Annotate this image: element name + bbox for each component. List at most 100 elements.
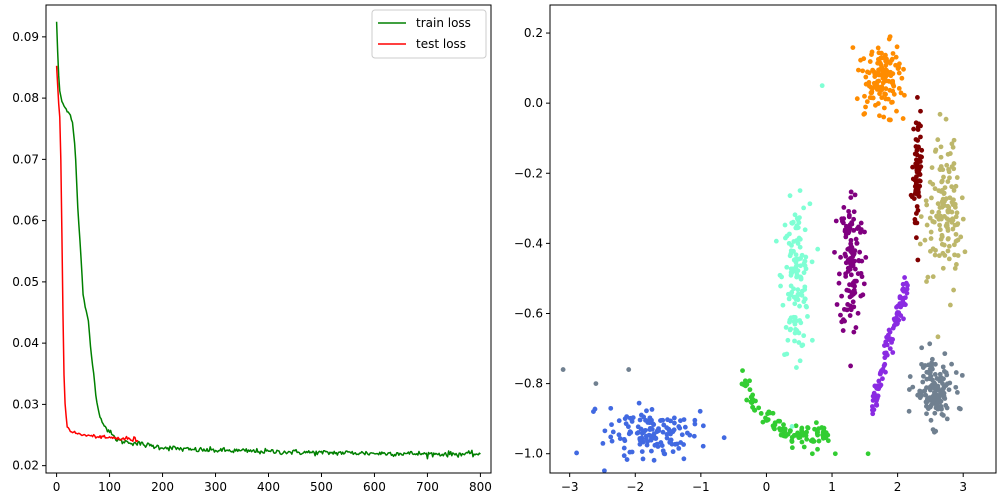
scatter-point-cluster-7 (927, 215, 933, 221)
scatter-point-cluster-2 (791, 319, 797, 325)
scatter-point-cluster-7 (944, 223, 949, 229)
scatter-point-cluster-0 (667, 428, 673, 434)
scatter-point-cluster-8 (925, 406, 931, 412)
scatter-point-cluster-0 (621, 453, 627, 459)
scatter-point-cluster-8 (957, 406, 963, 412)
scatter-point-cluster-3 (848, 272, 854, 278)
scatter-point-cluster-8 (940, 381, 945, 386)
scatter-point-cluster-7 (929, 195, 934, 201)
scatter-point-cluster-1 (764, 417, 770, 423)
scatter-point-cluster-7 (951, 287, 956, 293)
scatter-point-cluster-7 (940, 250, 946, 256)
scatter-point-cluster-1 (801, 444, 807, 450)
scatter-point-cluster-0 (616, 418, 622, 424)
scatter-point-cluster-7 (924, 222, 930, 228)
scatter-point-cluster-7 (947, 302, 953, 308)
scatter-point-cluster-8 (917, 395, 923, 401)
scatter-point-cluster-3 (832, 249, 837, 255)
loss-xtick-label: 200 (151, 480, 174, 494)
scatter-point-cluster-3 (838, 312, 843, 318)
scatter-point-cluster-5 (878, 55, 884, 61)
scatter-point-cluster-8 (932, 389, 937, 395)
scatter-point-cluster-1 (815, 446, 820, 452)
scatter-point-cluster-7 (954, 175, 960, 180)
scatter-point-cluster-0 (678, 418, 683, 424)
scatter-point-cluster-6 (912, 216, 918, 222)
scatter-point-cluster-2 (792, 301, 798, 307)
scatter-point-cluster-1 (820, 432, 826, 438)
scatter-point-cluster-2 (809, 259, 815, 265)
scatter-xtick-label: −3 (561, 480, 579, 494)
loss-xtick-label: 400 (257, 480, 280, 494)
scatter-point-cluster-4 (870, 398, 876, 403)
scatter-point-cluster-3 (839, 293, 845, 299)
scatter-point-cluster-4 (887, 346, 893, 352)
scatter-point-cluster-3 (848, 237, 854, 243)
scatter-point-cluster-5 (876, 78, 882, 84)
scatter-point-cluster-7 (955, 221, 961, 226)
scatter-point-cluster-1 (779, 432, 785, 438)
scatter-point-cluster-7 (938, 213, 944, 219)
scatter-point-cluster-8 (920, 379, 926, 385)
scatter-point-cluster-7 (945, 248, 951, 254)
scatter-point-cluster-0 (647, 415, 653, 421)
scatter-point-cluster-6 (917, 178, 923, 184)
scatter-point-cluster-0 (654, 428, 660, 434)
scatter-point-cluster-7 (951, 242, 957, 248)
scatter-point-cluster-4 (905, 282, 910, 288)
scatter-point-cluster-2 (803, 303, 809, 309)
scatter-point-cluster-5 (860, 68, 866, 74)
scatter-point-cluster-7 (951, 188, 957, 193)
scatter-point-cluster-3 (847, 313, 853, 318)
loss-ytick-label: 0.08 (12, 91, 39, 105)
scatter-point-cluster-3 (853, 325, 859, 330)
scatter-point-cluster-8 (932, 393, 938, 399)
scatter-point-cluster-2 (802, 284, 808, 290)
scatter-point-cluster-8 (924, 411, 929, 417)
scatter-point-cluster-6 (914, 152, 920, 158)
scatter-point-cluster-0-extra (593, 381, 599, 387)
scatter-point-cluster-7 (939, 188, 945, 193)
scatter-point-cluster-7 (932, 252, 938, 258)
scatter-point-cluster-1 (812, 426, 817, 432)
scatter-point-cluster-1 (752, 407, 758, 413)
loss-ytick-label: 0.02 (12, 459, 39, 473)
scatter-point-cluster-2 (782, 222, 788, 228)
scatter-point-cluster-5 (866, 83, 872, 89)
scatter-point-cluster-6 (913, 137, 919, 142)
scatter-point-cluster-1 (756, 405, 762, 411)
scatter-point-cluster-7 (949, 141, 955, 147)
scatter-point-cluster-3 (848, 195, 854, 200)
scatter-point-cluster-1 (805, 425, 811, 431)
scatter-point-cluster-0 (602, 468, 607, 473)
scatter-point-cluster-2 (794, 262, 800, 268)
scatter-point-cluster-7 (932, 148, 938, 154)
scatter-point-cluster-7 (955, 237, 961, 243)
scatter-point-cluster-0 (625, 424, 631, 430)
scatter-point-cluster-8 (940, 364, 946, 370)
scatter-point-cluster-4 (904, 286, 910, 292)
scatter-point-cluster-4 (889, 340, 894, 345)
scatter-point-cluster-3 (858, 220, 864, 226)
scatter-point-cluster-6 (917, 183, 923, 189)
scatter-point-cluster-7 (917, 241, 923, 247)
scatter-point-cluster-4 (876, 378, 882, 384)
loss-xtick-label: 700 (416, 480, 439, 494)
scatter-point-cluster-2 (797, 244, 803, 250)
loss-ytick-label: 0.09 (12, 30, 39, 44)
scatter-point-cluster-0 (609, 438, 615, 444)
scatter-point-cluster-5 (877, 113, 882, 119)
scatter-point-cluster-8 (933, 428, 939, 434)
loss-xtick-label: 800 (469, 480, 492, 494)
scatter-point-cluster-5 (863, 74, 869, 80)
scatter-point-cluster-5 (864, 99, 870, 105)
scatter-point-cluster-0 (635, 430, 641, 435)
scatter-point-cluster-4 (900, 287, 905, 293)
scatter-ytick-label: −0.6 (514, 306, 543, 320)
scatter-point-cluster-0 (608, 405, 614, 411)
scatter-point-cluster-7 (938, 154, 944, 160)
scatter-point-cluster-8 (942, 351, 948, 357)
scatter-point-cluster-7 (928, 229, 934, 235)
scatter-point-cluster-8 (924, 385, 929, 391)
scatter-point-cluster-2 (788, 266, 794, 272)
